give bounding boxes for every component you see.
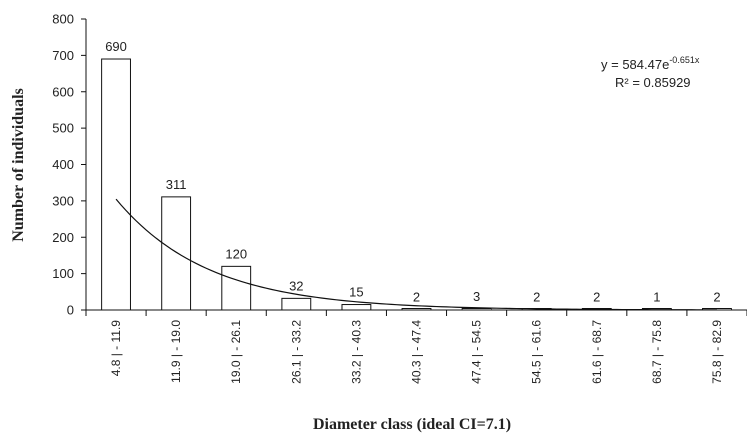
labels: 690 4.8 | - 11.9 311 11.9 | - 19.0 120 19.0 |… [105, 39, 724, 384]
x-tick-label: 4.8 | - 11.9 [109, 320, 123, 377]
trend-equation-base: y = 584.47e [601, 57, 669, 72]
trendline-group [115, 198, 717, 311]
trend-equation-exponent: -0.651x [669, 55, 700, 65]
y-tick-label: 100 [52, 266, 74, 281]
bars [101, 58, 732, 311]
bar [281, 297, 312, 311]
data-label: 311 [166, 177, 187, 192]
bar [401, 308, 432, 311]
x-tick-label: 47.4 | - 54.5 [470, 320, 484, 384]
y-tick-label: 500 [52, 121, 74, 136]
y-tick-label: 300 [52, 193, 74, 208]
data-label: 1 [653, 290, 660, 305]
data-label: 2 [593, 289, 600, 304]
data-label: 120 [225, 246, 247, 261]
data-label: 15 [349, 285, 363, 300]
y-tick-label: 700 [52, 48, 74, 63]
data-label: 690 [105, 39, 127, 54]
trendline [115, 198, 717, 311]
data-label: 2 [413, 289, 420, 304]
bar [221, 265, 252, 311]
y-tick-label: 0 [67, 303, 74, 318]
trend-equation: y = 584.47e-0.651x [601, 55, 700, 72]
r-squared-label: R² = 0.85929 [615, 75, 691, 90]
bar [101, 58, 131, 311]
x-tick-label: 11.9 | - 19.0 [169, 320, 183, 383]
y-tick-label: 200 [52, 230, 74, 245]
x-tick-label: 68.7 | - 75.8 [650, 320, 664, 384]
x-tick-label: 61.6 | - 68.7 [590, 320, 604, 384]
y-axis-title: Number of individuals [10, 88, 27, 242]
data-label: 2 [713, 289, 720, 304]
bar [161, 196, 192, 311]
x-tick-label: 75.8 | - 82.9 [710, 320, 724, 384]
x-axis-title: Diameter class (ideal CI=7.1) [313, 416, 511, 433]
y-tick-label: 800 [52, 12, 74, 27]
data-label: 2 [533, 289, 540, 304]
bar [341, 304, 372, 311]
x-tick-label: 33.2 | - 40.3 [349, 320, 363, 384]
x-tick-label: 40.3 | - 47.4 [410, 320, 424, 384]
data-label: 32 [289, 278, 303, 293]
data-label: 3 [473, 289, 480, 304]
bar [461, 308, 492, 311]
axes: 0 100 200 300 400 500 600 700 800 [52, 12, 747, 318]
x-tick-label: 19.0 | - 26.1 [229, 320, 243, 384]
x-tick-label: 26.1 | - 33.2 [289, 320, 303, 384]
y-tick-label: 400 [52, 157, 74, 172]
y-tick-label: 600 [52, 84, 74, 99]
x-tick-label: 54.5 | - 61.6 [530, 320, 544, 384]
